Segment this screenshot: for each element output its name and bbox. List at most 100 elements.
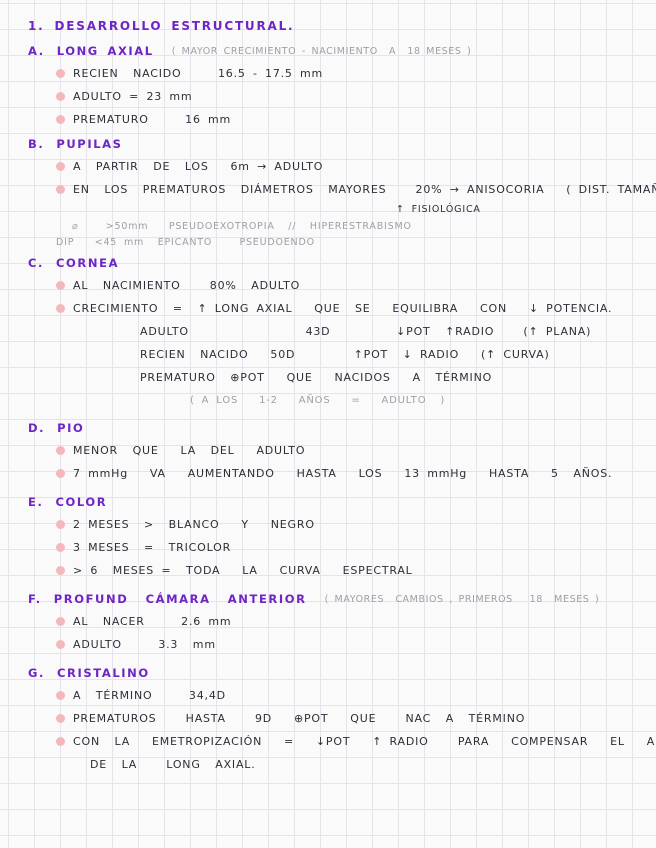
note-text: A TÉRMINO 34,4D — [73, 689, 226, 702]
note-line: > 6 MESES = TODA LA CURVA ESPECTRAL — [0, 559, 656, 582]
note-line: AL NACIMIENTO 80% ADULTO — [0, 274, 656, 297]
note-section: G. CRISTALINO A TÉRMINO 34,4D PREMATUROS … — [0, 662, 656, 776]
bullet-icon — [56, 520, 65, 529]
section-lines: AL NACIMIENTO 80% ADULTO CRECIMIENTO = ↑ … — [0, 274, 656, 411]
bullet-icon — [56, 446, 65, 455]
bullet-icon — [56, 281, 65, 290]
section-letter: C. — [28, 256, 45, 270]
section-note: ( MAYORES CAMBIOS , PRIMEROS 18 MESES ) — [324, 593, 600, 605]
note-text: ( A LOS 1-2 AÑOS = ADULTO ) — [190, 394, 446, 406]
section-letter: A. — [28, 44, 45, 58]
bullet-icon — [56, 640, 65, 649]
section-title: CORNEA — [56, 256, 120, 270]
note-line: 3 MESES = TRICOLOR — [0, 536, 656, 559]
note-text: ADULTO = 23 mm — [73, 90, 193, 103]
note-text: AL NACIMIENTO 80% ADULTO — [73, 279, 301, 292]
note-sub-line: PREMATURO ⊕POT QUE NACIDOS A TÉRMINO — [0, 366, 656, 389]
bullet-icon — [56, 469, 65, 478]
notebook-page: 1. DESARROLLO ESTRUCTURAL. A. LONG AXIAL… — [0, 14, 656, 776]
section-lines: AL NACER 2.6 mm ADULTO 3.3 mm — [0, 610, 656, 656]
bullet-icon — [56, 185, 65, 194]
note-text: MENOR QUE LA DEL ADULTO — [73, 444, 306, 457]
sections-container: A. LONG AXIAL ( MAYOR CRECIMIENTO - NACI… — [0, 40, 656, 776]
bullet-icon — [56, 714, 65, 723]
note-section: D. PIO MENOR QUE LA DEL ADULTO 7 mmHg VA … — [0, 417, 656, 485]
bullet-icon — [56, 92, 65, 101]
section-lines: RECIEN NACIDO 16.5 - 17.5 mm ADULTO = 23 … — [0, 62, 656, 131]
note-text: ↑ FISIOLÓGICA — [396, 204, 481, 215]
note-text: ADULTO 43D ↓POT ↑RADIO (↑ PLANA) — [140, 325, 592, 338]
section-letter: B. — [28, 137, 45, 151]
note-section: F. PROFUND CÁMARA ANTERIOR ( MAYORES CAM… — [0, 588, 656, 656]
note-text: RECIEN NACIDO 16.5 - 17.5 mm — [73, 67, 324, 80]
note-text: DE LA LONG AXIAL. — [90, 758, 256, 771]
note-text: PREMATUROS HASTA 9D ⊕POT QUE NAC A TÉRMI… — [73, 712, 526, 725]
note-text: DIP <45 mm EPICANTO PSEUDOENDO — [56, 236, 315, 248]
section-lines: MENOR QUE LA DEL ADULTO 7 mmHg VA AUMENTA… — [0, 439, 656, 485]
section-letter: F. — [28, 592, 42, 606]
note-text: EN LOS PREMATUROS DIÁMETROS MAYORES 20% … — [73, 183, 656, 196]
note-line: PREMATURO 16 mm — [0, 108, 656, 131]
title-number: 1. — [28, 19, 45, 33]
bullet-icon — [56, 691, 65, 700]
note-text: A PARTIR DE LOS 6m → ADULTO — [73, 160, 324, 173]
note-section: E. COLOR 2 MESES > BLANCO Y NEGRO 3 MESES… — [0, 491, 656, 582]
note-line: A PARTIR DE LOS 6m → ADULTO — [0, 155, 656, 178]
section-title: PUPILAS — [56, 137, 123, 151]
bullet-icon — [56, 566, 65, 575]
note-section: A. LONG AXIAL ( MAYOR CRECIMIENTO - NACI… — [0, 40, 656, 131]
bullet-icon — [56, 304, 65, 313]
section-heading: D. PIO — [0, 417, 656, 439]
bullet-icon — [56, 737, 65, 746]
section-letter: D. — [28, 421, 46, 435]
note-sub-line: ADULTO 43D ↓POT ↑RADIO (↑ PLANA) — [0, 320, 656, 343]
note-text: PREMATURO ⊕POT QUE NACIDOS A TÉRMINO — [140, 371, 493, 384]
section-note: ( MAYOR CRECIMIENTO - NACIMIENTO A 18 ME… — [171, 45, 472, 57]
section-heading: F. PROFUND CÁMARA ANTERIOR ( MAYORES CAM… — [0, 588, 656, 610]
note-gray2-line: DIP <45 mm EPICANTO PSEUDOENDO — [0, 234, 656, 250]
note-line: RECIEN NACIDO 16.5 - 17.5 mm — [0, 62, 656, 85]
section-title: CRISTALINO — [57, 666, 150, 680]
note-text: 3 MESES = TRICOLOR — [73, 541, 232, 554]
section-lines: A PARTIR DE LOS 6m → ADULTO EN LOS PREMAT… — [0, 155, 656, 250]
note-line: A TÉRMINO 34,4D — [0, 684, 656, 707]
note-line: MENOR QUE LA DEL ADULTO — [0, 439, 656, 462]
title-text: DESARROLLO ESTRUCTURAL. — [54, 19, 295, 33]
note-line: CRECIMIENTO = ↑ LONG AXIAL QUE SE EQUILI… — [0, 297, 656, 320]
section-heading: G. CRISTALINO — [0, 662, 656, 684]
note-line: ADULTO 3.3 mm — [0, 633, 656, 656]
section-lines: A TÉRMINO 34,4D PREMATUROS HASTA 9D ⊕POT … — [0, 684, 656, 776]
note-annotation-line: ↑ FISIOLÓGICA — [0, 201, 656, 218]
note-text: > 6 MESES = TODA LA CURVA ESPECTRAL — [73, 564, 413, 577]
note-text: 2 MESES > BLANCO Y NEGRO — [73, 518, 315, 531]
note-text: CON LA EMETROPIZACIÓN = ↓POT ↑ RADIO PAR… — [73, 735, 656, 748]
note-text: RECIEN NACIDO 50D ↑POT ↓ RADIO (↑ CURVA) — [140, 348, 550, 361]
note-line: EN LOS PREMATUROS DIÁMETROS MAYORES 20% … — [0, 178, 656, 201]
note-line: ADULTO = 23 mm — [0, 85, 656, 108]
bullet-icon — [56, 617, 65, 626]
section-title: PROFUND CÁMARA ANTERIOR — [53, 592, 307, 606]
note-section: C. CORNEA AL NACIMIENTO 80% ADULTO CRECIM… — [0, 252, 656, 411]
note-line: AL NACER 2.6 mm — [0, 610, 656, 633]
note-text: AL NACER 2.6 mm — [73, 615, 232, 628]
note-line: PREMATUROS HASTA 9D ⊕POT QUE NAC A TÉRMI… — [0, 707, 656, 730]
bullet-icon — [56, 162, 65, 171]
note-cont-line: DE LA LONG AXIAL. — [0, 753, 656, 776]
section-letter: G. — [28, 666, 46, 680]
section-heading: E. COLOR — [0, 491, 656, 513]
note-line: CON LA EMETROPIZACIÓN = ↓POT ↑ RADIO PAR… — [0, 730, 656, 753]
bullet-icon — [56, 69, 65, 78]
note-text: PREMATURO 16 mm — [73, 113, 232, 126]
section-heading: C. CORNEA — [0, 252, 656, 274]
note-text: ADULTO 3.3 mm — [73, 638, 216, 651]
section-letter: E. — [28, 495, 44, 509]
section-title: LONG AXIAL — [56, 44, 154, 58]
bullet-icon — [56, 543, 65, 552]
note-text: CRECIMIENTO = ↑ LONG AXIAL QUE SE EQUILI… — [73, 302, 613, 315]
page-title: 1. DESARROLLO ESTRUCTURAL. — [0, 14, 656, 38]
note-sub-line: RECIEN NACIDO 50D ↑POT ↓ RADIO (↑ CURVA) — [0, 343, 656, 366]
note-gray-center-line: ( A LOS 1-2 AÑOS = ADULTO ) — [0, 389, 656, 411]
note-section: B. PUPILAS A PARTIR DE LOS 6m → ADULTO EN… — [0, 133, 656, 250]
note-line: 2 MESES > BLANCO Y NEGRO — [0, 513, 656, 536]
section-heading: A. LONG AXIAL ( MAYOR CRECIMIENTO - NACI… — [0, 40, 656, 62]
